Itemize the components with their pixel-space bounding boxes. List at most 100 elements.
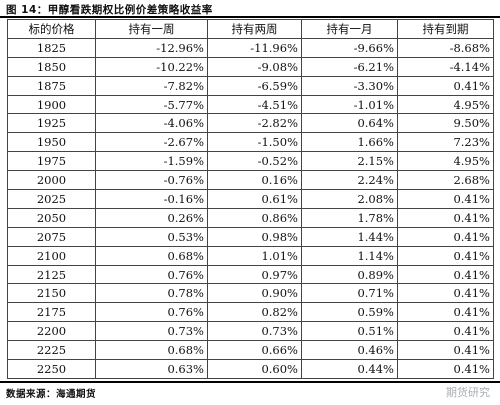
return-cell: -12.96% [95,37,208,58]
return-cell: -6.59% [207,75,302,96]
return-cell: 1.01% [207,245,302,266]
price-cell: 2225 [7,340,96,361]
return-cell: 1.14% [301,245,398,266]
price-cell: 2100 [7,245,96,266]
header-hold-one-month: 持有一月 [301,19,398,39]
price-cell: 1875 [7,75,96,96]
return-cell: -9.66% [301,37,398,58]
return-cell: 1.44% [301,226,398,247]
return-cell: 0.53% [95,226,208,247]
return-cell: 0.41% [397,283,494,304]
price-cell: 2025 [7,189,96,209]
price-cell: 2200 [7,321,96,342]
return-cell: 0.89% [301,264,398,285]
return-cell: 0.46% [301,340,398,361]
price-cell: 2050 [7,207,96,228]
price-cell: 2250 [7,359,96,379]
return-cell: 9.50% [397,113,494,134]
return-cell: 0.41% [397,189,494,209]
return-cell: 1.66% [301,132,398,153]
return-cell: 0.41% [397,264,494,285]
return-cell: -0.76% [95,170,208,191]
header-row: 标的价格 持有一周 持有两周 持有一月 持有到期 [7,19,494,39]
return-cell: -4.14% [397,56,494,77]
return-cell: -0.52% [207,151,302,172]
price-cell: 1925 [7,113,96,134]
return-cell: 0.68% [95,245,208,266]
return-cell: 0.61% [207,189,302,209]
return-cell: 0.41% [397,321,494,342]
return-cell: 0.41% [397,226,494,247]
price-cell: 2125 [7,264,96,285]
returns-table: 标的价格 持有一周 持有两周 持有一月 持有到期 1825 -12.96% -11.… [7,19,494,379]
return-cell: -1.01% [301,94,398,115]
return-cell: 2.24% [301,170,398,191]
return-cell: 0.73% [207,321,302,342]
return-cell: 0.41% [397,245,494,266]
return-cell: -8.68% [397,37,494,58]
price-cell: 1825 [7,37,96,58]
return-cell: 0.68% [95,340,208,361]
table-row: 2150 0.78% 0.90% 0.71% 0.41% [7,283,494,304]
return-cell: 1.78% [301,207,398,228]
return-cell: 0.76% [95,302,208,323]
return-cell: -5.77% [95,94,208,115]
return-cell: 0.26% [95,207,208,228]
return-cell: 0.41% [397,340,494,361]
return-cell: 0.60% [207,359,302,379]
table-row: 2250 0.63% 0.60% 0.44% 0.41% [7,359,494,379]
return-cell: 0.44% [301,359,398,379]
return-cell: -9.08% [207,56,302,77]
return-cell: -11.96% [207,37,302,58]
header-underlying-price: 标的价格 [7,19,96,39]
return-cell: 2.68% [397,170,494,191]
return-cell: 2.15% [301,151,398,172]
return-cell: -7.82% [95,75,208,96]
return-cell: 2.08% [301,189,398,209]
table-row: 2125 0.76% 0.97% 0.89% 0.41% [7,264,494,285]
table-row: 2075 0.53% 0.98% 1.44% 0.41% [7,226,494,247]
table-row: 2025 -0.16% 0.61% 2.08% 0.41% [7,189,494,209]
return-cell: 0.41% [397,207,494,228]
table-row: 1925 -4.06% -2.82% 0.64% 9.50% [7,113,494,134]
bottom-rule [0,381,500,383]
return-cell: 4.95% [397,94,494,115]
header-hold-one-week: 持有一周 [95,19,208,39]
price-cell: 2175 [7,302,96,323]
return-cell: 0.41% [397,75,494,96]
table-row: 2175 0.76% 0.82% 0.59% 0.41% [7,302,494,323]
return-cell: 0.76% [95,264,208,285]
return-cell: 0.71% [301,283,398,304]
return-cell: -6.21% [301,56,398,77]
top-rule [0,16,500,18]
table-row: 1950 -2.67% -1.50% 1.66% 7.23% [7,132,494,153]
header-hold-two-weeks: 持有两周 [207,19,302,39]
return-cell: -2.82% [207,113,302,134]
table-body: 1825 -12.96% -11.96% -9.66% -8.68% 1850 -10.22… [7,37,494,379]
table-row: 1975 -1.59% -0.52% 2.15% 4.95% [7,151,494,172]
return-cell: 0.41% [397,302,494,323]
watermark: 期货研究 [446,386,490,399]
return-cell: 0.90% [207,283,302,304]
return-cell: 0.59% [301,302,398,323]
table-row: 2000 -0.76% 0.16% 2.24% 2.68% [7,170,494,191]
table-row: 1850 -10.22% -9.08% -6.21% -4.14% [7,56,494,77]
return-cell: -4.06% [95,113,208,134]
return-cell: 0.66% [207,340,302,361]
return-cell: 0.51% [301,321,398,342]
return-cell: 0.41% [397,359,494,379]
return-cell: -1.59% [95,151,208,172]
return-cell: -0.16% [95,189,208,209]
return-cell: 0.73% [95,321,208,342]
return-cell: -1.50% [207,132,302,153]
price-cell: 2000 [7,170,96,191]
table-row: 2225 0.68% 0.66% 0.46% 0.41% [7,340,494,361]
return-cell: -3.30% [301,75,398,96]
table-row: 1900 -5.77% -4.51% -1.01% 4.95% [7,94,494,115]
price-cell: 2150 [7,283,96,304]
return-cell: 0.64% [301,113,398,134]
return-cell: 0.63% [95,359,208,379]
return-cell: 0.16% [207,170,302,191]
source-note: 数据来源：海通期货 [6,389,97,400]
header-hold-to-expiry: 持有到期 [397,19,494,39]
